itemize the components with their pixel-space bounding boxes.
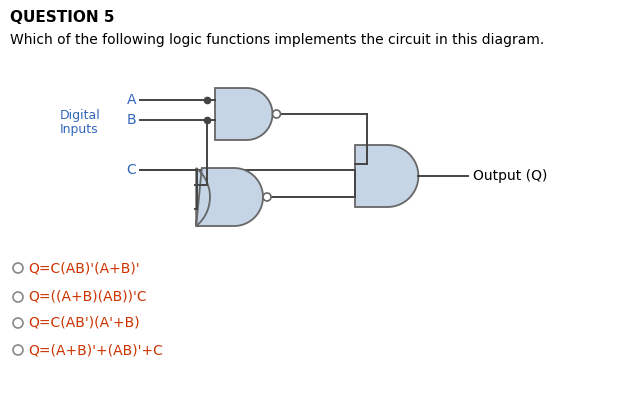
Circle shape xyxy=(13,318,23,328)
Text: Q=C(AB)'(A+B)': Q=C(AB)'(A+B)' xyxy=(28,261,139,275)
Text: Q=((A+B)(AB))'C: Q=((A+B)(AB))'C xyxy=(28,290,146,304)
Polygon shape xyxy=(215,88,273,140)
Text: C: C xyxy=(126,163,136,177)
Text: QUESTION 5: QUESTION 5 xyxy=(10,10,114,25)
Text: Q=(A+B)'+(AB)'+C: Q=(A+B)'+(AB)'+C xyxy=(28,343,163,357)
Polygon shape xyxy=(355,145,418,207)
Text: Output (Q): Output (Q) xyxy=(474,169,548,183)
Text: A: A xyxy=(126,93,136,107)
Polygon shape xyxy=(196,168,263,226)
Circle shape xyxy=(13,292,23,302)
Text: B: B xyxy=(126,113,136,127)
Circle shape xyxy=(13,263,23,273)
Text: Inputs: Inputs xyxy=(60,123,99,137)
Text: Q=C(AB')(A'+B): Q=C(AB')(A'+B) xyxy=(28,316,139,330)
Circle shape xyxy=(263,193,271,201)
Text: Which of the following logic functions implements the circuit in this diagram.: Which of the following logic functions i… xyxy=(10,33,544,47)
Text: Digital: Digital xyxy=(60,108,100,121)
Circle shape xyxy=(13,345,23,355)
Circle shape xyxy=(273,110,281,118)
